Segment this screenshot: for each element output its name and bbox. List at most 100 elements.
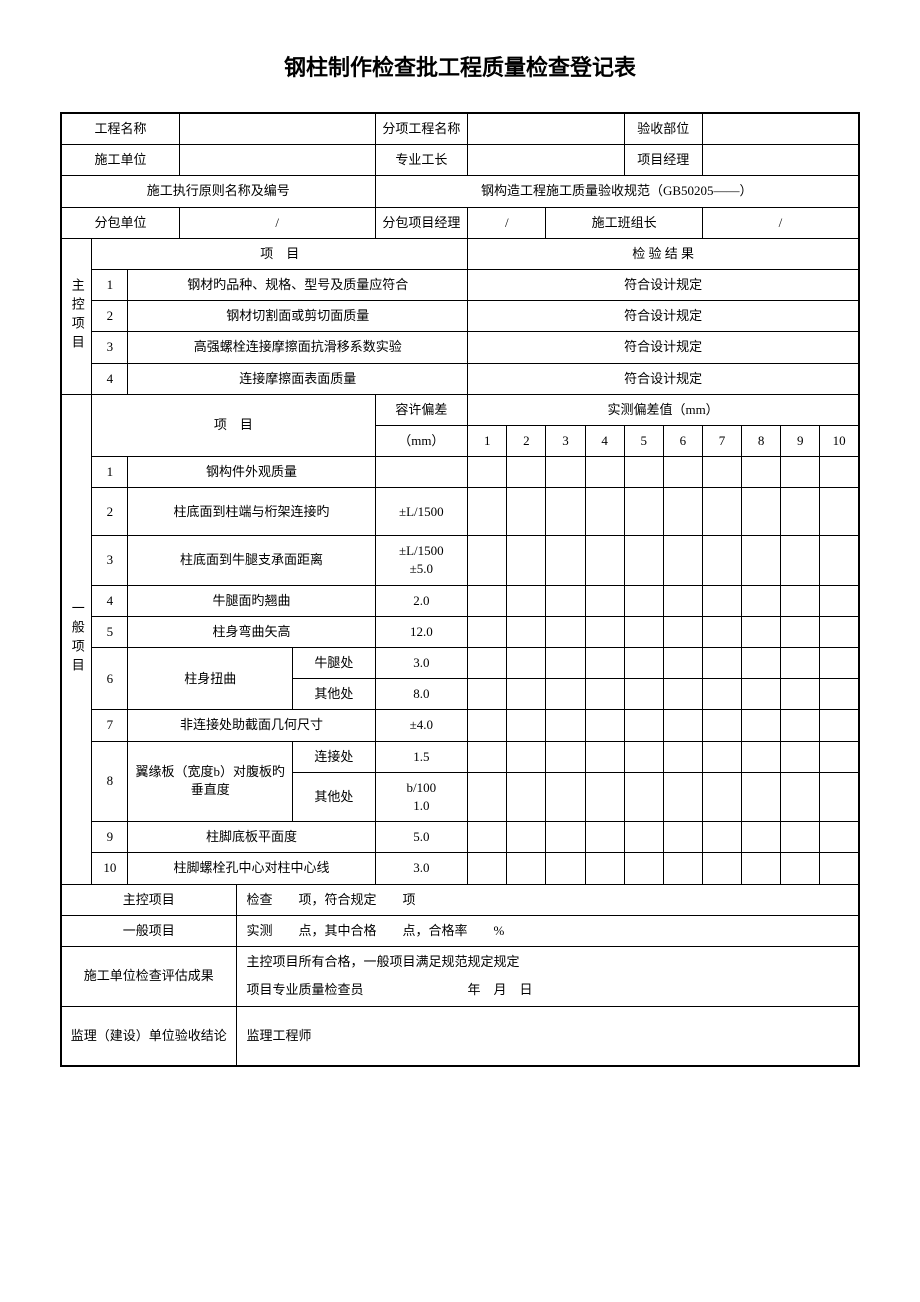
gen-cell[interactable] <box>624 741 663 772</box>
gen-cell[interactable] <box>702 648 741 679</box>
gen-cell[interactable] <box>742 853 781 884</box>
gen-cell[interactable] <box>468 648 507 679</box>
gen-cell[interactable] <box>507 585 546 616</box>
gen-cell[interactable] <box>663 488 702 536</box>
gen-cell[interactable] <box>742 772 781 821</box>
gen-cell[interactable] <box>585 679 624 710</box>
gen-cell[interactable] <box>507 536 546 585</box>
gen-cell[interactable] <box>742 741 781 772</box>
gen-cell[interactable] <box>546 822 585 853</box>
gen-cell[interactable] <box>624 710 663 741</box>
gen-cell[interactable] <box>781 741 820 772</box>
gen-cell[interactable] <box>702 679 741 710</box>
gen-cell[interactable] <box>546 741 585 772</box>
gen-cell[interactable] <box>820 648 859 679</box>
gen-cell[interactable] <box>702 853 741 884</box>
gen-cell[interactable] <box>624 536 663 585</box>
gen-cell[interactable] <box>742 710 781 741</box>
footer-main-value[interactable]: 检查 项，符合规定 项 <box>236 884 859 915</box>
gen-cell[interactable] <box>781 488 820 536</box>
gen-cell[interactable] <box>781 616 820 647</box>
gen-cell[interactable] <box>624 616 663 647</box>
gen-cell[interactable] <box>624 679 663 710</box>
gen-cell[interactable] <box>781 536 820 585</box>
gen-cell[interactable] <box>742 488 781 536</box>
footer-eval-value[interactable]: 主控项目所有合格，一般项目满足规范规定规定 项目专业质量检查员 年 月 日 <box>236 946 859 1006</box>
gen-cell[interactable] <box>781 853 820 884</box>
gen-cell[interactable] <box>546 772 585 821</box>
gen-cell[interactable] <box>546 679 585 710</box>
gen-cell[interactable] <box>507 710 546 741</box>
gen-cell[interactable] <box>663 853 702 884</box>
gen-cell[interactable] <box>820 585 859 616</box>
gen-cell[interactable] <box>663 536 702 585</box>
gen-cell[interactable] <box>585 648 624 679</box>
value-acceptance-part[interactable] <box>702 113 859 145</box>
gen-cell[interactable] <box>742 648 781 679</box>
value-sub-pm[interactable]: / <box>468 207 546 238</box>
gen-cell[interactable] <box>624 772 663 821</box>
gen-cell[interactable] <box>585 772 624 821</box>
gen-cell[interactable] <box>468 853 507 884</box>
gen-cell[interactable] <box>820 741 859 772</box>
gen-cell[interactable] <box>663 679 702 710</box>
gen-cell[interactable] <box>546 853 585 884</box>
gen-cell[interactable] <box>702 536 741 585</box>
value-construction-unit[interactable] <box>179 145 375 176</box>
value-subproject[interactable] <box>468 113 625 145</box>
gen-cell[interactable] <box>507 741 546 772</box>
gen-cell[interactable] <box>546 710 585 741</box>
gen-cell[interactable] <box>507 772 546 821</box>
footer-supervise-value[interactable]: 监理工程师 <box>236 1006 859 1066</box>
gen-cell[interactable] <box>702 741 741 772</box>
gen-cell[interactable] <box>702 488 741 536</box>
gen-cell[interactable] <box>820 772 859 821</box>
gen-cell[interactable] <box>624 648 663 679</box>
gen-cell[interactable] <box>702 616 741 647</box>
gen-cell[interactable] <box>781 585 820 616</box>
gen-cell[interactable] <box>468 822 507 853</box>
gen-cell[interactable] <box>820 710 859 741</box>
gen-cell[interactable] <box>820 488 859 536</box>
footer-gen-value[interactable]: 实测 点，其中合格 点，合格率 % <box>236 915 859 946</box>
gen-cell[interactable] <box>663 772 702 821</box>
gen-cell[interactable] <box>702 772 741 821</box>
gen-cell[interactable] <box>546 616 585 647</box>
gen-cell[interactable] <box>624 457 663 488</box>
gen-cell[interactable] <box>781 679 820 710</box>
gen-cell[interactable] <box>702 822 741 853</box>
value-pm[interactable] <box>702 145 859 176</box>
gen-cell[interactable] <box>585 710 624 741</box>
gen-cell[interactable] <box>507 457 546 488</box>
gen-cell[interactable] <box>663 648 702 679</box>
value-project-name[interactable] <box>179 113 375 145</box>
gen-cell[interactable] <box>468 616 507 647</box>
gen-cell[interactable] <box>546 457 585 488</box>
gen-cell[interactable] <box>742 822 781 853</box>
gen-cell[interactable] <box>624 585 663 616</box>
gen-cell[interactable] <box>546 648 585 679</box>
gen-cell[interactable] <box>702 585 741 616</box>
gen-cell[interactable] <box>546 488 585 536</box>
value-team-lead[interactable]: / <box>702 207 859 238</box>
value-subcontractor[interactable]: / <box>179 207 375 238</box>
gen-cell[interactable] <box>742 679 781 710</box>
gen-cell[interactable] <box>507 648 546 679</box>
gen-cell[interactable] <box>624 822 663 853</box>
gen-cell[interactable] <box>507 853 546 884</box>
gen-cell[interactable] <box>702 457 741 488</box>
gen-cell[interactable] <box>507 488 546 536</box>
gen-cell[interactable] <box>585 536 624 585</box>
gen-cell[interactable] <box>742 536 781 585</box>
gen-cell[interactable] <box>585 616 624 647</box>
gen-cell[interactable] <box>585 488 624 536</box>
gen-cell[interactable] <box>820 616 859 647</box>
gen-cell[interactable] <box>585 822 624 853</box>
gen-cell[interactable] <box>507 822 546 853</box>
gen-cell[interactable] <box>702 710 741 741</box>
gen-cell[interactable] <box>781 710 820 741</box>
gen-cell[interactable] <box>624 853 663 884</box>
gen-cell[interactable] <box>468 772 507 821</box>
gen-cell[interactable] <box>468 710 507 741</box>
gen-cell[interactable] <box>468 488 507 536</box>
